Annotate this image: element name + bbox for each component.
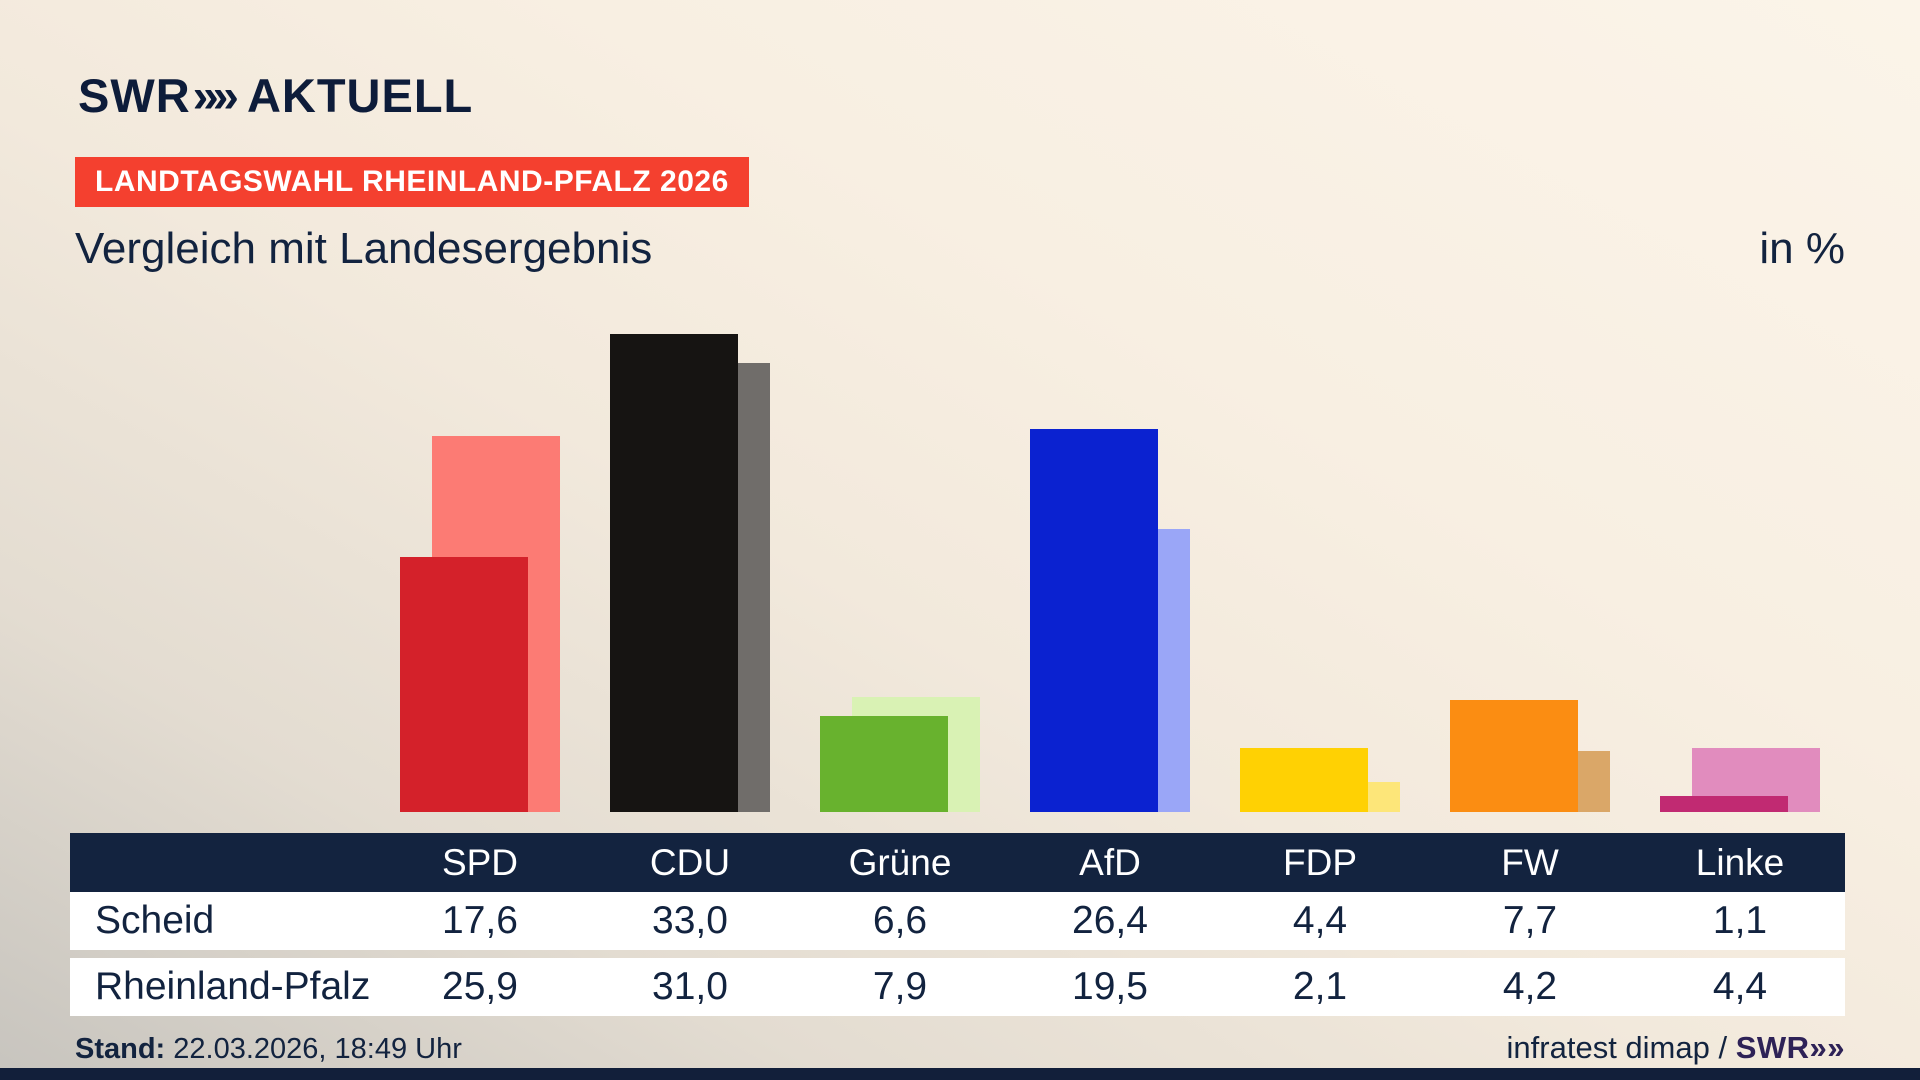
cell-scheid-afd: 26,4: [1072, 899, 1148, 942]
stand-value: 22.03.2026, 18:49 Uhr: [165, 1033, 462, 1065]
source-credit: infratest dimap / SWR»»: [1507, 1030, 1845, 1066]
column-header-fw: FW: [1501, 841, 1559, 883]
chart-title: Vergleich mit Landesergebnis: [75, 224, 653, 273]
source-text: infratest dimap /: [1506, 1030, 1736, 1065]
column-header-cdu: CDU: [649, 841, 731, 883]
cell-rheinland-pfalz-grne: 7,9: [872, 965, 928, 1008]
column-header-spd: SPD: [441, 841, 519, 883]
logo-chevrons-icon: »»: [192, 69, 239, 122]
cell-scheid-spd: 17,6: [442, 899, 518, 942]
bar-scheid-afd: [1030, 429, 1158, 812]
stand-label: Stand:: [75, 1033, 166, 1065]
bar-scheid-fdp: [1240, 748, 1368, 812]
column-header-linke: Linke: [1695, 841, 1785, 883]
column-header-fdp: FDP: [1283, 841, 1357, 883]
source-brand-logo: SWR»»: [1735, 1030, 1845, 1065]
cell-scheid-fdp: 4,4: [1292, 899, 1348, 942]
timestamp: Stand: 22.03.2026, 18:49 Uhr: [75, 1033, 462, 1066]
cell-scheid-grne: 6,6: [872, 899, 928, 942]
bar-chart: [400, 333, 1820, 812]
title-row: Vergleich mit Landesergebnis in %: [75, 224, 1845, 274]
cell-rheinland-pfalz-linke: 4,4: [1712, 965, 1768, 1008]
column-header-grne: Grüne: [848, 841, 952, 883]
cell-rheinland-pfalz-afd: 19,5: [1072, 965, 1148, 1008]
row-label-rheinland-pfalz: Rheinland-Pfalz: [95, 965, 371, 1008]
cell-rheinland-pfalz-fw: 4,2: [1502, 965, 1558, 1008]
unit-label: in %: [1759, 224, 1845, 273]
bar-scheid-linke: [1660, 796, 1788, 812]
logo-swr-text: SWR: [78, 69, 191, 122]
election-badge: LANDTAGSWAHL RHEINLAND-PFALZ 2026: [75, 157, 749, 207]
cell-rheinland-pfalz-cdu: 31,0: [652, 965, 728, 1008]
cell-rheinland-pfalz-spd: 25,9: [442, 965, 518, 1008]
bar-scheid-cdu: [610, 333, 738, 812]
column-header-afd: AfD: [1079, 841, 1141, 883]
swr-aktuell-logo: SWR »» AKTUELL: [78, 68, 473, 123]
bar-scheid-fw: [1450, 700, 1578, 812]
cell-scheid-cdu: 33,0: [652, 899, 728, 942]
bar-scheid-spd: [400, 556, 528, 812]
table-row-scheid: Scheid 17,6 33,0 6,6 26,4 4,4 7,7 1,1: [70, 892, 1845, 950]
cell-scheid-fw: 7,7: [1502, 899, 1558, 942]
table-header-row: SPD CDU Grüne AfD FDP FW Linke: [70, 833, 1845, 892]
bar-scheid-grne: [820, 716, 948, 812]
election-badge-label: LANDTAGSWAHL RHEINLAND-PFALZ 2026: [95, 165, 729, 198]
cell-rheinland-pfalz-fdp: 2,1: [1292, 965, 1348, 1008]
cell-scheid-linke: 1,1: [1712, 899, 1768, 942]
logo-aktuell-text: AKTUELL: [246, 69, 474, 122]
table-row-rheinland-pfalz: Rheinland-Pfalz 25,9 31,0 7,9 19,5 2,1 4,2 4,4: [70, 958, 1845, 1016]
row-label-scheid: Scheid: [95, 899, 215, 942]
results-table: SPD CDU Grüne AfD FDP FW Linke Scheid 17,6 33,0 6…: [70, 833, 1845, 1016]
bottom-bar: [0, 1068, 1920, 1080]
